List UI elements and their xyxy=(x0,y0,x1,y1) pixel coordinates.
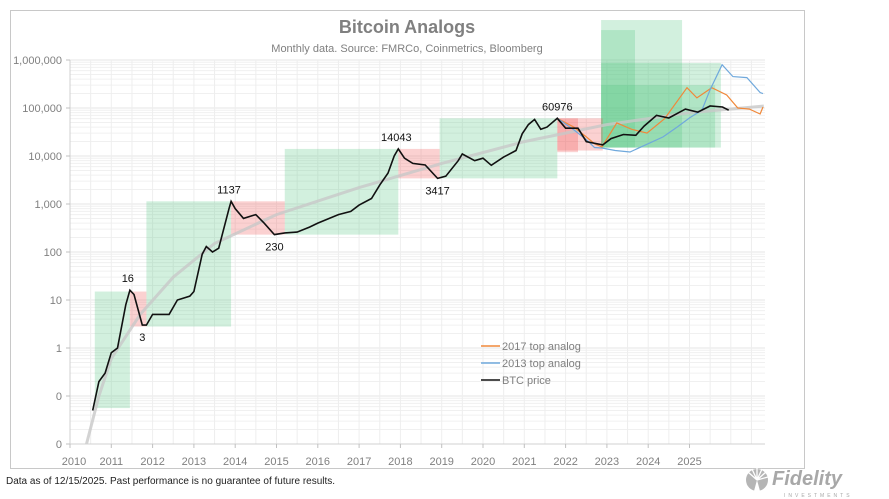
x-tick-label: 2013 xyxy=(182,456,206,468)
chart-subtitle: Monthly data. Source: FMRCo, Coinmetrics… xyxy=(271,43,542,55)
y-tick-label: 0 xyxy=(56,439,62,451)
fidelity-pyramid-icon xyxy=(746,468,769,491)
trend-line xyxy=(85,104,764,445)
y-tick-label: 0 xyxy=(56,391,62,403)
x-tick-label: 2014 xyxy=(223,456,247,468)
x-tick-label: 2025 xyxy=(677,456,701,468)
x-tick-label: 2024 xyxy=(636,456,660,468)
y-tick-label: 1 xyxy=(56,343,62,355)
x-tick-label: 2017 xyxy=(347,456,371,468)
y-tick-label: 1,000,000 xyxy=(13,55,62,67)
fidelity-logo: Fidelity INVESTMENTS xyxy=(746,468,853,499)
y-tick-label: 10 xyxy=(50,295,62,307)
legend: 2017 top analog 2013 top analog BTC price xyxy=(481,341,581,387)
y-tick-label: 10,000 xyxy=(28,151,62,163)
y-tick-label: 100 xyxy=(44,247,62,259)
footer-disclaimer: Data as of 12/15/2025. Past performance … xyxy=(6,476,336,487)
x-tick-label: 2010 xyxy=(62,456,86,468)
x-tick-label: 2016 xyxy=(306,456,330,468)
data-label: 3 xyxy=(139,332,145,344)
legend-label: 2017 top analog xyxy=(502,341,581,353)
x-tick-label: 2018 xyxy=(388,456,412,468)
chart-frame xyxy=(10,10,805,469)
data-label: 1137 xyxy=(217,184,241,196)
orange-2017-analog-line xyxy=(557,86,764,148)
data-label: 16 xyxy=(122,273,134,285)
bull-phase-box xyxy=(601,62,721,148)
data-label: 230 xyxy=(265,242,283,254)
chart-title: Bitcoin Analogs xyxy=(339,17,475,37)
axes: 0 0 1 10 100 1,000 10,000 100,000 1,000,000 2010 2… xyxy=(13,55,765,468)
x-tick-label: 2022 xyxy=(553,456,577,468)
x-tick-label: 2015 xyxy=(264,456,288,468)
y-tick-label: 1,000 xyxy=(34,199,62,211)
x-tick-label: 2019 xyxy=(429,456,453,468)
data-label: 3417 xyxy=(425,185,449,197)
legend-label: BTC price xyxy=(502,375,551,387)
bear-phase-box xyxy=(231,201,285,235)
legend-label: 2013 top analog xyxy=(502,358,581,370)
x-tick-label: 2023 xyxy=(595,456,619,468)
data-labels: 16 3 1137 230 14043 3417 60976 xyxy=(122,101,573,344)
x-tick-label: 2011 xyxy=(99,456,123,468)
blue-2013-analog-line xyxy=(556,63,764,153)
data-label: 14043 xyxy=(381,132,412,144)
y-tick-label: 100,000 xyxy=(22,103,62,115)
btc-price-line xyxy=(91,105,730,411)
series-lines xyxy=(85,63,764,445)
x-tick-label: 2012 xyxy=(140,456,164,468)
logo-text: Fidelity xyxy=(772,468,843,490)
data-label: 60976 xyxy=(542,101,573,113)
x-tick-label: 2020 xyxy=(471,456,495,468)
logo-subtext: INVESTMENTS xyxy=(784,493,853,499)
x-tick-label: 2021 xyxy=(512,456,536,468)
